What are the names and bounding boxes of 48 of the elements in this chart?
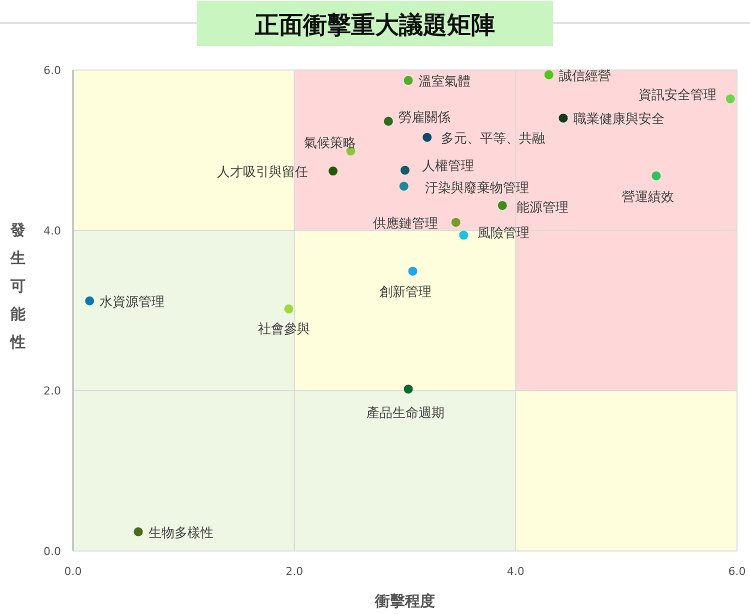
series-label: 營運績效 xyxy=(622,190,674,205)
series-label: 生物多樣性 xyxy=(148,526,214,541)
series-label: 多元、平等、共融 xyxy=(441,131,546,146)
series-label: 汙染與廢棄物管理 xyxy=(424,180,529,196)
point xyxy=(652,171,661,180)
point xyxy=(558,114,568,123)
y-tick-label: 0.0 xyxy=(44,545,61,558)
point xyxy=(384,116,393,126)
series-label: 溫室氣體 xyxy=(418,73,470,90)
point xyxy=(544,70,554,80)
point xyxy=(422,132,432,142)
point xyxy=(134,527,143,536)
series-label: 職業健康與安全 xyxy=(573,111,664,128)
point xyxy=(400,166,410,175)
point xyxy=(404,76,413,85)
series-label: 風險管理 xyxy=(478,226,530,242)
point xyxy=(451,218,460,227)
series-label: 人才吸引與留任 xyxy=(217,165,308,180)
series-label: 創新管理 xyxy=(380,285,432,300)
chart-title: 正面衝擊重大議題矩陣 xyxy=(254,11,495,39)
point xyxy=(404,384,413,394)
y-axis-title: 發生可能性 xyxy=(10,221,26,351)
series-label: 人權管理 xyxy=(422,159,474,174)
series-label: 水資源管理 xyxy=(100,294,165,310)
point xyxy=(498,200,507,210)
series-label: 產品生命週期 xyxy=(366,406,444,422)
series-label: 誠信經營 xyxy=(558,68,611,84)
series-label: 資訊安全管理 xyxy=(638,86,716,103)
point xyxy=(284,304,294,314)
series-label: 社會參與 xyxy=(258,322,310,337)
x-tick-label: 6.0 xyxy=(728,565,746,578)
x-tick-label: 4.0 xyxy=(506,565,524,578)
x-axis-title: 衝擊程度 xyxy=(374,592,435,610)
y-tick-label: 2.0 xyxy=(44,384,61,398)
point xyxy=(459,230,468,240)
x-tick-label: 2.0 xyxy=(286,565,304,578)
series-label: 能源管理 xyxy=(516,200,568,216)
point xyxy=(328,166,338,176)
point xyxy=(85,296,94,306)
point xyxy=(399,182,408,191)
point xyxy=(408,266,418,276)
y-tick-label: 6.0 xyxy=(44,64,61,77)
point xyxy=(726,94,735,104)
y-tick-label: 4.0 xyxy=(44,224,61,238)
x-tick-label: 0.0 xyxy=(64,565,82,578)
series-label: 供應鏈管理 xyxy=(372,216,438,232)
series-label: 氣候策略 xyxy=(304,136,356,151)
series-label: 勞雇關係 xyxy=(398,109,450,126)
